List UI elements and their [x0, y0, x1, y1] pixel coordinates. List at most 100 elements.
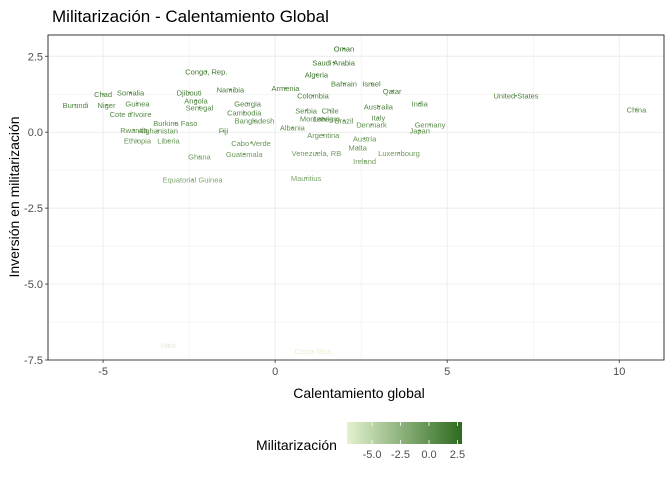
point-label: Guinea — [125, 99, 150, 108]
legend-tick-label: -2.5 — [391, 449, 410, 461]
point-label: Algeria — [305, 70, 329, 79]
data-point — [312, 349, 314, 352]
point-label: Chad — [94, 90, 112, 99]
data-point — [377, 105, 380, 108]
data-point — [243, 111, 246, 114]
point-label: Burkina Faso — [153, 119, 197, 128]
point-label: Brazil — [335, 117, 354, 126]
x-tick-label: 10 — [613, 366, 625, 378]
data-point — [129, 91, 132, 94]
y-tick-label: -2.5 — [24, 203, 43, 215]
data-point — [429, 123, 431, 126]
legend-title: Militarización — [256, 437, 337, 453]
legend-tick-label: 0.0 — [421, 449, 436, 461]
data-point — [205, 70, 208, 73]
point-label: Montenegro — [300, 115, 340, 124]
point-label: Djibouti — [177, 89, 202, 98]
x-tick-label: 0 — [272, 366, 278, 378]
plot-border — [47, 34, 665, 361]
data-point — [370, 82, 373, 85]
data-point — [312, 94, 314, 97]
point-label: Namibia — [217, 86, 245, 95]
x-tick-label: 5 — [444, 366, 450, 378]
data-point — [229, 88, 232, 91]
data-points — [74, 47, 638, 352]
point-label: Somalia — [117, 89, 145, 98]
data-point — [315, 151, 318, 154]
point-label: Luxembourg — [378, 149, 420, 158]
point-label: Germany — [415, 121, 446, 130]
data-point — [191, 178, 194, 181]
data-point — [102, 93, 104, 96]
point-label: Qatar — [383, 87, 402, 96]
color-legend: Militarización -5.0 -2.5 0.0 2.5 — [256, 422, 465, 461]
data-point — [157, 129, 160, 132]
data-point — [363, 160, 366, 162]
data-point — [635, 108, 638, 111]
point-label: Mauritius — [291, 174, 322, 183]
y-axis-ticks: 2.5 0.0 -2.5 -5.0 -7.5 — [24, 51, 48, 367]
point-label: United States — [494, 92, 539, 101]
point-label: Ireland — [353, 157, 376, 166]
point-labels: Oman Saudi Arabia Congo, Rep. AlgeriaBahrai… — [63, 45, 647, 356]
data-point — [246, 102, 249, 105]
data-point — [398, 151, 400, 154]
data-point — [318, 117, 321, 120]
point-label: China — [627, 105, 647, 114]
data-point — [250, 141, 252, 144]
legend-tick-label: -5.0 — [363, 449, 382, 461]
data-point — [198, 155, 201, 158]
data-point — [332, 61, 335, 64]
data-point — [129, 113, 132, 115]
data-point — [363, 137, 366, 140]
point-label: Congo, Rep. — [185, 67, 227, 76]
point-label: Liberia — [157, 137, 180, 146]
point-label: Angola — [184, 96, 208, 105]
data-point — [105, 103, 108, 106]
point-label: Japan — [409, 127, 429, 136]
point-label: Denmark — [356, 121, 387, 130]
x-axis-ticks: -5 0 5 10 — [98, 360, 625, 378]
y-tick-label: 0.0 — [28, 127, 43, 139]
y-tick-label: -5.0 — [24, 279, 43, 291]
data-point — [356, 146, 359, 149]
data-point — [418, 102, 421, 105]
point-label: Serbia — [295, 106, 318, 115]
point-label: Burundi — [63, 101, 89, 110]
point-label: Austria — [353, 134, 377, 143]
point-label: Rwanda — [120, 126, 148, 135]
point-label: Haiti — [161, 341, 176, 350]
point-label: Fiji — [219, 127, 229, 136]
x-axis-title: Calentamiento global — [293, 385, 425, 401]
point-label: Albania — [280, 124, 306, 133]
point-label: Afghanistan — [138, 127, 178, 136]
point-label: Bangladesh — [235, 117, 275, 126]
point-label: Niger — [98, 101, 116, 110]
data-point — [315, 73, 318, 76]
legend-tick-label: 2.5 — [450, 449, 465, 461]
point-label: Latvia — [313, 115, 334, 124]
data-point — [136, 102, 139, 105]
x-tick-label: -5 — [98, 366, 108, 378]
point-label: Cabo Verde — [231, 139, 271, 148]
data-point — [167, 139, 170, 142]
data-point — [243, 153, 246, 155]
data-point — [74, 103, 77, 106]
point-label: Guatemala — [226, 150, 264, 159]
data-point — [377, 116, 380, 119]
point-label: Armenia — [271, 84, 300, 93]
point-label: Argentina — [307, 131, 340, 140]
data-point — [284, 87, 287, 90]
data-point — [195, 99, 197, 102]
point-label: Italy — [371, 114, 385, 123]
data-point — [305, 109, 308, 112]
point-label: Saudi Arabia — [312, 58, 355, 67]
point-label: Bahrain — [331, 80, 357, 89]
point-label: Venezuela, RB — [292, 149, 342, 158]
data-point — [198, 106, 201, 109]
data-point — [515, 94, 517, 97]
data-point — [222, 129, 225, 132]
y-axis-title: Inversión en militarización — [6, 116, 22, 277]
data-point — [322, 134, 325, 137]
data-point — [329, 109, 332, 112]
